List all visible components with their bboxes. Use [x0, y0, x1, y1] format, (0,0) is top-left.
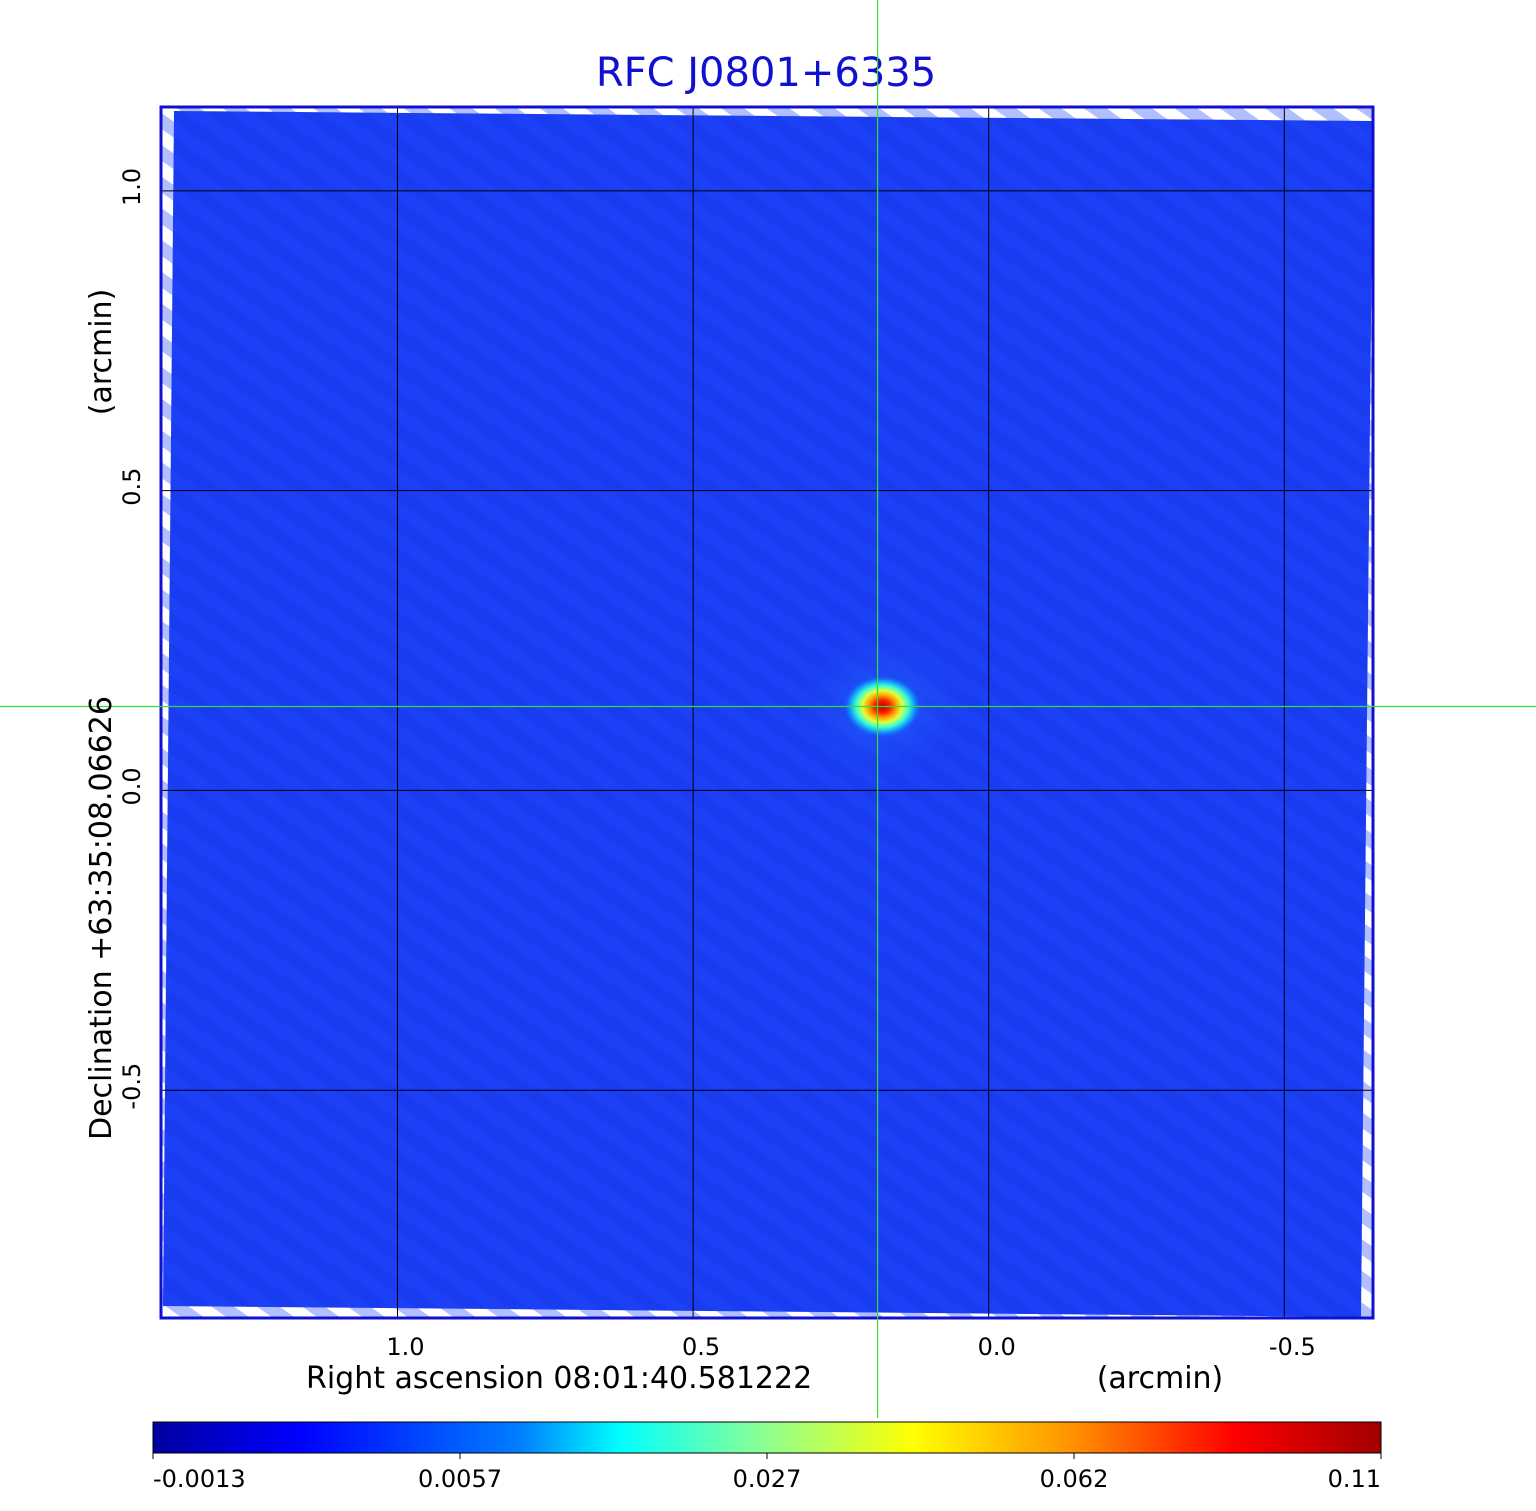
plot-frame: [159, 105, 1375, 1320]
y-tick-label-2: 0.0: [118, 767, 146, 805]
colorbar-tick-label-3: 0.062: [1040, 1465, 1109, 1493]
plot-area: [159, 105, 1375, 1320]
colorbar-tick-label-1: 0.0057: [418, 1465, 502, 1493]
y-axis-unit: (arcmin): [84, 289, 119, 416]
x-tick-label-1: 0.5: [682, 1333, 720, 1361]
x-tick-label-0: 1.0: [386, 1333, 424, 1361]
colorbar-tick-label-4: 0.11: [1328, 1465, 1381, 1493]
x-axis-unit: (arcmin): [1097, 1361, 1224, 1396]
y-tick-label-3: -0.5: [118, 1063, 146, 1110]
y-tick-label-0: 1.0: [118, 168, 146, 206]
colorbar-tick-label-0: -0.0013: [153, 1465, 246, 1493]
grid-lines: [161, 107, 1373, 1318]
y-tick-labels: 1.0 0.5 0.0 -0.5: [118, 168, 146, 1110]
chart-title: RFC J0801+6335: [596, 50, 936, 96]
colorbar-tick-label-2: 0.027: [733, 1465, 802, 1493]
x-tick-label-3: -0.5: [1269, 1333, 1316, 1361]
colorbar-tick-labels: -0.0013 0.0057 0.027 0.062 0.11: [152, 1453, 1382, 1493]
colorbar: [152, 1421, 1382, 1454]
y-tick-label-1: 0.5: [118, 468, 146, 506]
y-axis-label: Declination +63:35:08.06626: [84, 696, 119, 1140]
x-tick-labels: 1.0 0.5 0.0 -0.5: [386, 1333, 1315, 1361]
x-tick-label-2: 0.0: [978, 1333, 1016, 1361]
x-axis-label: Right ascension 08:01:40.581222: [306, 1361, 812, 1396]
image-texture: [161, 107, 1373, 1318]
